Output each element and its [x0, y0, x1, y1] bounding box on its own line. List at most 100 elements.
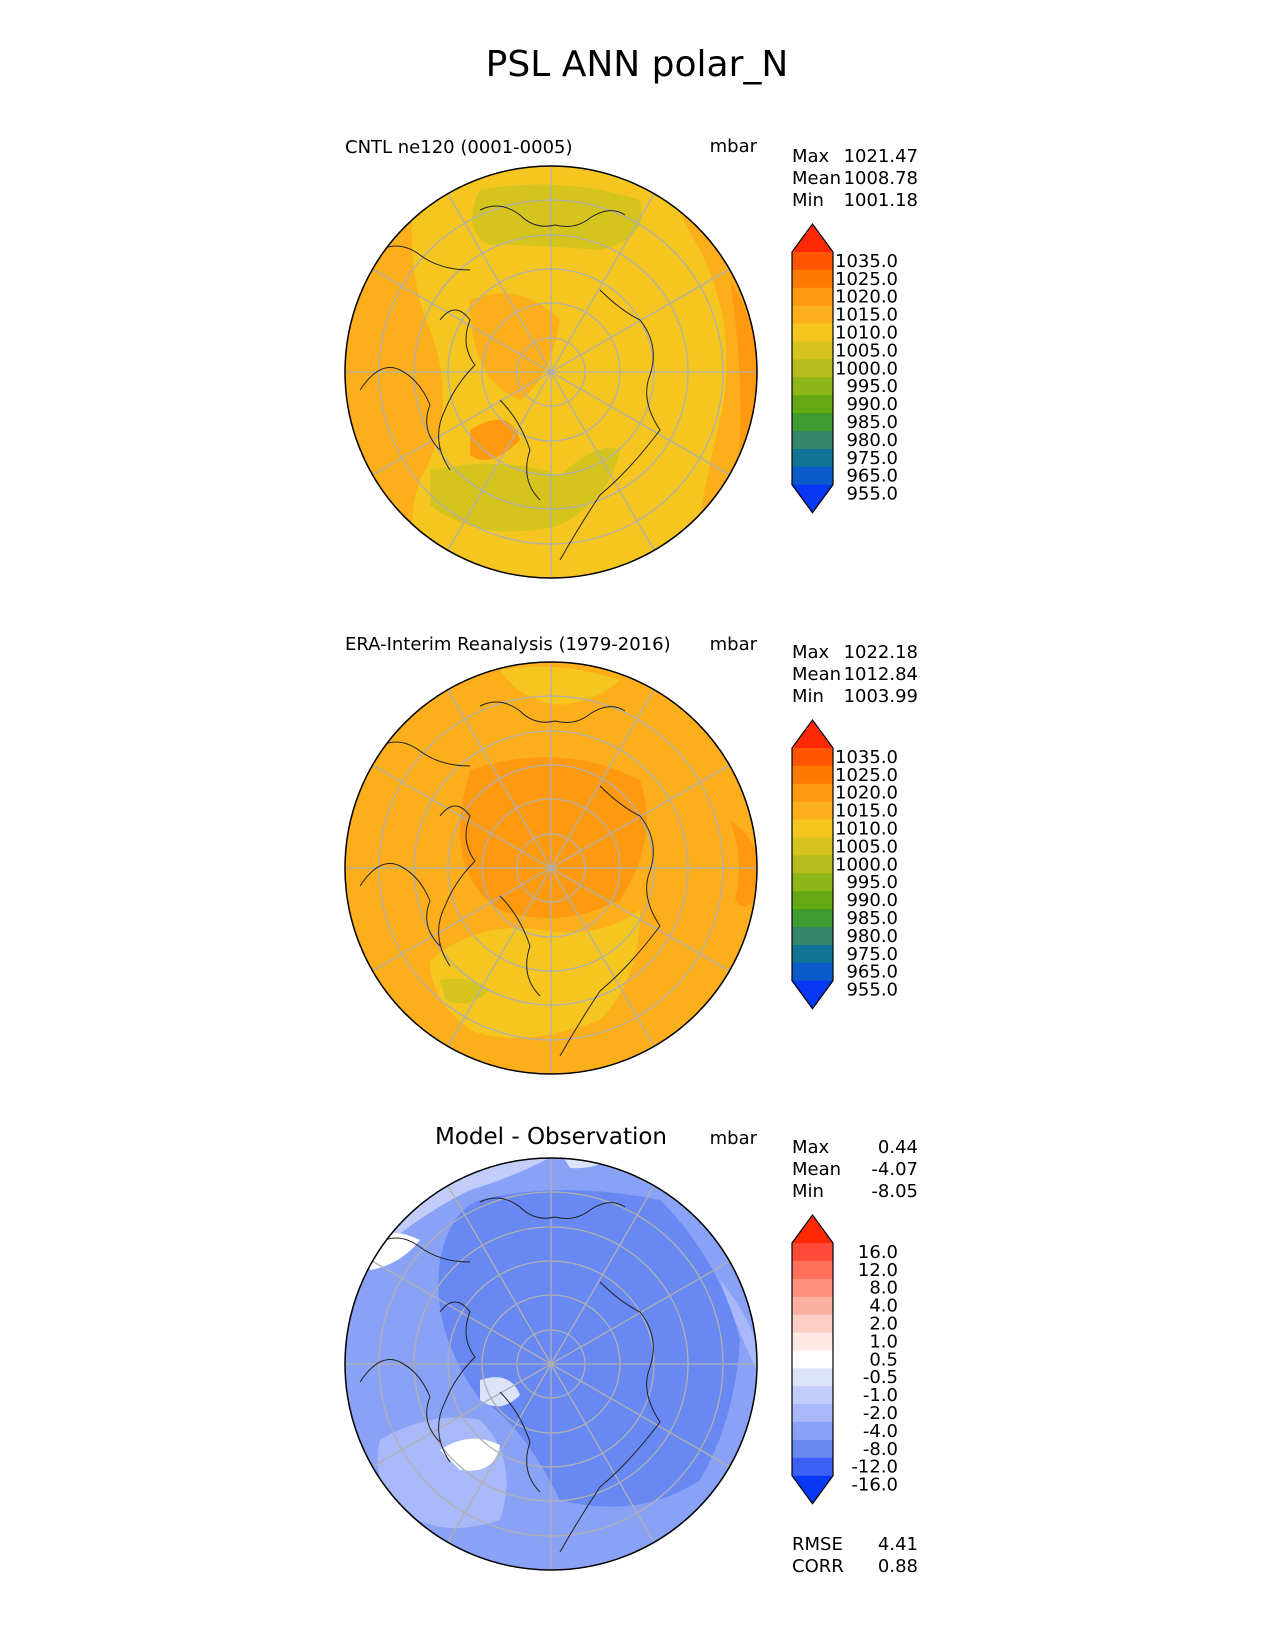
colorbar-extend-min [792, 1475, 833, 1504]
colorbar-segment [792, 448, 833, 468]
field-region-1000-1005 [430, 447, 620, 532]
field-region-minus2-minus1 [720, 1280, 757, 1380]
colorbar-segment [792, 252, 833, 271]
colorbar-extend-min [792, 484, 833, 513]
graticule [345, 662, 757, 1074]
colorbar-segment [792, 466, 833, 486]
field-region-1010-1015 [470, 293, 560, 400]
mean-value: 1008.78 [844, 168, 918, 189]
field-region-minus05-05 [440, 1438, 500, 1471]
field-region-1015-1020 [460, 757, 647, 918]
mean-value: -4.07 [871, 1159, 918, 1180]
colorbar-tick-label: 965.0 [846, 962, 898, 983]
panel-era-interim: ERA-Interim Reanalysis (1979-2016) mbar … [344, 634, 918, 1075]
colorbar-segment [792, 765, 833, 785]
map-boundary [344, 661, 758, 1075]
colorbar-segment [792, 1243, 833, 1262]
colorbar-segment [792, 1350, 833, 1369]
colorbar-tick-label: 1005.0 [835, 836, 898, 857]
max-value: 0.44 [878, 1137, 918, 1158]
field-region-minus1-minus05 [560, 1158, 620, 1169]
panel-title: ERA-Interim Reanalysis (1979-2016) [345, 634, 671, 655]
min-label: Min [792, 686, 824, 707]
colorbar-segment [792, 748, 833, 767]
colorbar-tick-label: -16.0 [851, 1475, 898, 1496]
rmse-label: RMSE [792, 1534, 843, 1555]
colorbar-tick-label: -0.5 [863, 1367, 898, 1388]
colorbar-extend-max [792, 720, 833, 748]
colorbar-segment [792, 1457, 833, 1477]
colorbar-outline [791, 222, 834, 514]
max-label: Max [792, 1137, 830, 1158]
colorbar-segment [792, 1278, 833, 1298]
colorbar-tick-label: 8.0 [869, 1278, 898, 1299]
colorbar-tick-label: 1020.0 [835, 287, 898, 308]
panel-title: Model - Observation [435, 1124, 667, 1150]
corr-label: CORR [792, 1556, 844, 1577]
max-label: Max [792, 146, 830, 167]
colorbar-tick-label: 0.5 [869, 1349, 898, 1370]
graticule [345, 166, 757, 578]
colorbar-outline [791, 718, 834, 1010]
units-label: mbar [710, 136, 758, 157]
colorbar-segment [792, 1332, 833, 1351]
colorbar-segment [792, 1386, 833, 1405]
colorbar-segment [792, 855, 833, 874]
min-label: Min [792, 190, 824, 211]
panel-model-minus-observation: Model - Observation mbar Max 0.44 Mean -… [344, 1124, 918, 1577]
colorbar-tick-label: -8.0 [863, 1439, 898, 1460]
graticule [345, 1158, 757, 1570]
colorbar-segment [792, 395, 833, 414]
colorbar-tick-label: -12.0 [851, 1457, 898, 1478]
colorbar-segment [792, 801, 833, 821]
colorbar-tick-label: 1010.0 [835, 819, 898, 840]
colorbar-segment [792, 269, 833, 289]
colorbar-tick-label: 1025.0 [835, 269, 898, 290]
map-boundary [344, 1157, 758, 1571]
mean-value: 1012.84 [844, 664, 918, 685]
colorbar-segment [792, 819, 833, 839]
colorbar-segment [792, 359, 833, 378]
colorbar-segment [792, 1314, 833, 1334]
stats-block: Max 1021.47 Mean 1008.78 Min 1001.18 [792, 146, 918, 211]
map-boundary [344, 165, 758, 579]
mean-label: Mean [792, 664, 841, 685]
colorbar-tick-label: 1035.0 [835, 747, 898, 768]
colorbar-segment [792, 944, 833, 964]
colorbar-segment [792, 305, 833, 325]
colorbar-segment [792, 413, 833, 432]
colorbar-segment [792, 287, 833, 307]
colorbar-segment [792, 837, 833, 856]
field-region-1015-1020 [730, 820, 757, 907]
field-region-1000-1005 [440, 978, 490, 1004]
colorbar-segment [792, 341, 833, 360]
colorbar-tick-label: 2.0 [869, 1314, 898, 1335]
colorbar-tick-label: 1020.0 [835, 783, 898, 804]
field-region-minus2-minus1 [377, 1417, 507, 1528]
colorbar-tick-label: 1010.0 [835, 323, 898, 344]
colorbar-tick-label: 965.0 [846, 466, 898, 487]
colorbar-tick-label: 990.0 [846, 890, 898, 911]
colorbar-segment [792, 1260, 833, 1280]
figure-title: PSL ANN polar_N [486, 44, 789, 85]
colorbar-tick-label: 1035.0 [835, 251, 898, 272]
metrics-block: RMSE 4.41 CORR 0.88 [792, 1534, 918, 1577]
colorbar-tick-label: 995.0 [846, 872, 898, 893]
max-value: 1022.18 [844, 642, 918, 663]
colorbar-segment [792, 909, 833, 928]
units-label: mbar [710, 1128, 758, 1149]
coastlines [359, 701, 661, 1057]
field-region-1005-1010 [430, 910, 640, 1038]
colorbar-segment [792, 1404, 833, 1423]
stats-block: Max 1022.18 Mean 1012.84 Min 1003.99 [792, 642, 918, 707]
panel-cntl: CNTL ne120 (0001-0005) mbar Max 1021.47 … [344, 136, 918, 579]
colorbar-tick-label: 16.0 [858, 1242, 898, 1263]
colorbar-tick-label: -1.0 [863, 1385, 898, 1406]
mean-label: Mean [792, 1159, 841, 1180]
colorbar-segment [792, 1422, 833, 1441]
field-region-1000-1005 [472, 184, 642, 250]
colorbar-outline [791, 1213, 834, 1505]
rmse-value: 4.41 [878, 1534, 918, 1555]
colorbar-tick-label: -2.0 [863, 1403, 898, 1424]
